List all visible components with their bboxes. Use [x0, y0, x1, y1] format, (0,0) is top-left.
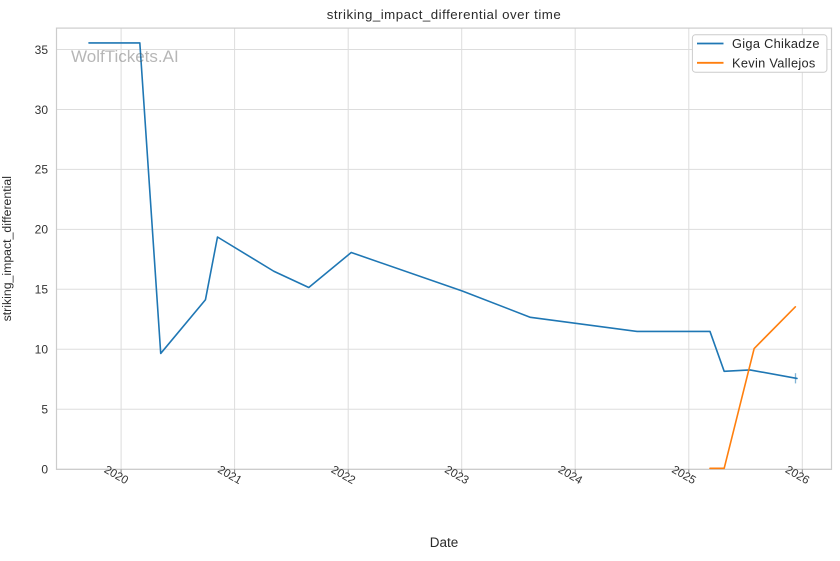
svg-text:30: 30 — [35, 103, 49, 117]
svg-text:5: 5 — [41, 403, 48, 417]
svg-text:20: 20 — [35, 223, 49, 237]
svg-text:striking_impact_differential o: striking_impact_differential over time — [327, 7, 562, 22]
svg-text:Kevin Vallejos: Kevin Vallejos — [732, 55, 816, 70]
svg-text:striking_impact_differential: striking_impact_differential — [0, 176, 14, 321]
svg-text:Giga Chikadze: Giga Chikadze — [732, 36, 820, 51]
svg-text:0: 0 — [41, 463, 48, 477]
svg-text:15: 15 — [35, 283, 49, 297]
svg-text:25: 25 — [35, 163, 49, 177]
svg-text:10: 10 — [35, 343, 49, 357]
svg-text:Date: Date — [430, 535, 459, 550]
svg-text:35: 35 — [35, 43, 49, 57]
